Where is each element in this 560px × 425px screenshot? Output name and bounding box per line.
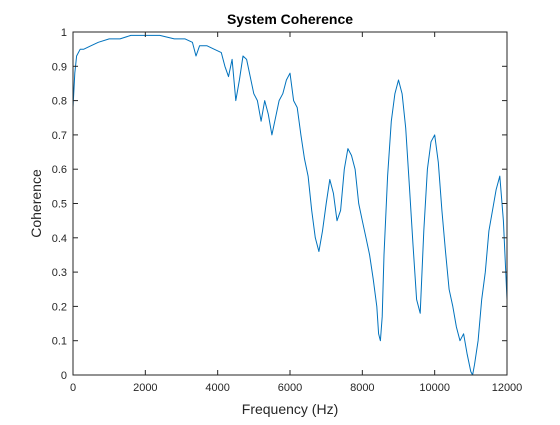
y-tick-label: 0.9 [52,61,67,73]
y-tick-label: 0.5 [52,199,67,211]
x-tick-label: 6000 [278,382,302,394]
x-axis-label: Frequency (Hz) [242,401,338,417]
x-tick-label: 2000 [133,382,157,394]
y-tick-label: 1 [61,27,67,39]
tick-layer: 0 2000 4000 6000 8000 10000 12000 0 0.1 0.2 0.3 0.4… [52,27,523,394]
series-layer [72,34,508,376]
x-tick-label: 0 [70,382,76,394]
y-axis-label: Coherence [28,169,44,238]
y-tick-label: 0.4 [52,233,67,245]
y-tick-label: 0.7 [52,130,67,142]
y-tick-label: 0.2 [52,301,67,313]
series-line-0 [72,34,508,376]
chart-title: System Coherence [227,11,353,27]
y-tick-label: 0 [61,370,67,382]
y-tick-label: 0.3 [52,267,67,279]
x-tick-label: 12000 [492,382,523,394]
x-tick-label: 8000 [350,382,374,394]
x-tick-label: 10000 [419,382,450,394]
x-tick-label: 4000 [205,382,229,394]
axes-background [73,32,507,375]
y-tick-label: 0.1 [52,336,67,348]
y-tick-label: 0.8 [52,96,67,108]
y-tick-label: 0.6 [52,164,67,176]
